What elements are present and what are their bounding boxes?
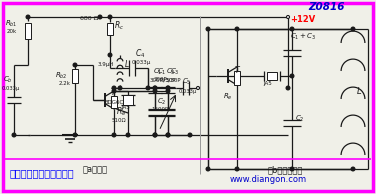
Circle shape — [235, 167, 239, 171]
Text: $C_1+C_3$: $C_1+C_3$ — [290, 32, 317, 42]
Circle shape — [153, 89, 157, 93]
Circle shape — [112, 133, 116, 137]
Circle shape — [12, 133, 16, 137]
Circle shape — [26, 15, 30, 19]
Circle shape — [153, 133, 157, 137]
Bar — [111, 96, 117, 108]
Text: $R_e$: $R_e$ — [223, 92, 233, 102]
Text: 5/30P: 5/30P — [166, 77, 182, 82]
Circle shape — [153, 86, 157, 90]
Circle shape — [118, 86, 122, 90]
Text: 2.2k: 2.2k — [59, 81, 71, 86]
Circle shape — [112, 89, 116, 93]
Text: （b）交流通路: （b）交流通路 — [267, 165, 303, 174]
Text: 3DG6C: 3DG6C — [105, 100, 124, 105]
Text: $C_b$: $C_b$ — [3, 75, 13, 85]
Circle shape — [206, 27, 210, 31]
Circle shape — [286, 86, 290, 90]
Text: 串联型晶体振荡电路实例: 串联型晶体振荡电路实例 — [10, 168, 74, 178]
Circle shape — [166, 86, 170, 90]
Circle shape — [290, 167, 294, 171]
Text: 1600P: 1600P — [151, 107, 168, 112]
Circle shape — [73, 63, 77, 67]
Text: $C_3$: $C_3$ — [170, 67, 180, 77]
Text: 5/30P: 5/30P — [161, 78, 177, 83]
Text: 0.033μ: 0.033μ — [2, 86, 20, 91]
Circle shape — [188, 133, 192, 137]
Circle shape — [290, 74, 294, 78]
Text: 3.9μH: 3.9μH — [98, 62, 114, 67]
Circle shape — [287, 16, 290, 18]
Bar — [25, 23, 31, 39]
Bar — [107, 23, 113, 35]
Circle shape — [108, 53, 112, 57]
Text: $C_2$: $C_2$ — [295, 113, 305, 124]
Text: JA5: JA5 — [264, 81, 272, 86]
Text: 510Ω: 510Ω — [112, 118, 127, 123]
Circle shape — [108, 15, 112, 19]
Text: $L$: $L$ — [124, 58, 130, 69]
Circle shape — [197, 87, 200, 89]
Text: $C_1$: $C_1$ — [153, 67, 162, 77]
Text: JA5: JA5 — [121, 105, 130, 110]
Text: $T$: $T$ — [234, 64, 241, 75]
Text: $T$: $T$ — [110, 86, 117, 97]
Text: 0.033μ: 0.033μ — [132, 60, 151, 65]
Text: 680 Ω: 680 Ω — [80, 16, 99, 21]
Text: $L$: $L$ — [356, 85, 362, 96]
Text: $C_1$: $C_1$ — [157, 67, 167, 77]
Bar — [72, 69, 78, 83]
Circle shape — [153, 86, 157, 90]
Text: 300P: 300P — [150, 78, 164, 83]
Text: $C_3$: $C_3$ — [166, 67, 176, 77]
Text: $R_c$: $R_c$ — [114, 19, 124, 31]
Text: +12V: +12V — [290, 15, 315, 23]
Circle shape — [98, 15, 102, 19]
Circle shape — [351, 27, 355, 31]
Circle shape — [112, 86, 116, 90]
Text: 20k: 20k — [7, 29, 17, 34]
Text: $R_{b1}$: $R_{b1}$ — [5, 19, 18, 29]
Text: $R_e$: $R_e$ — [116, 105, 126, 118]
Text: （a）电路: （a）电路 — [82, 165, 108, 174]
Circle shape — [73, 133, 77, 137]
Circle shape — [146, 86, 150, 90]
Circle shape — [206, 167, 210, 171]
Text: $R_{b2}$: $R_{b2}$ — [55, 71, 68, 81]
Circle shape — [126, 133, 130, 137]
Text: Z0816: Z0816 — [308, 2, 344, 12]
Circle shape — [153, 133, 157, 137]
Bar — [234, 71, 240, 85]
Bar — [267, 72, 277, 80]
Circle shape — [166, 133, 170, 137]
Circle shape — [351, 167, 355, 171]
Circle shape — [166, 86, 170, 90]
Text: $C_2$: $C_2$ — [157, 97, 167, 107]
Circle shape — [166, 89, 170, 93]
Text: $C_5$: $C_5$ — [182, 77, 192, 87]
Bar — [123, 95, 133, 105]
Text: 300P: 300P — [154, 77, 168, 82]
Circle shape — [290, 27, 294, 31]
Circle shape — [166, 133, 170, 137]
Text: $C_4$: $C_4$ — [135, 47, 146, 60]
Text: www.diangon.com: www.diangon.com — [230, 175, 307, 184]
Text: 0.033μ: 0.033μ — [179, 89, 197, 94]
Circle shape — [235, 27, 239, 31]
